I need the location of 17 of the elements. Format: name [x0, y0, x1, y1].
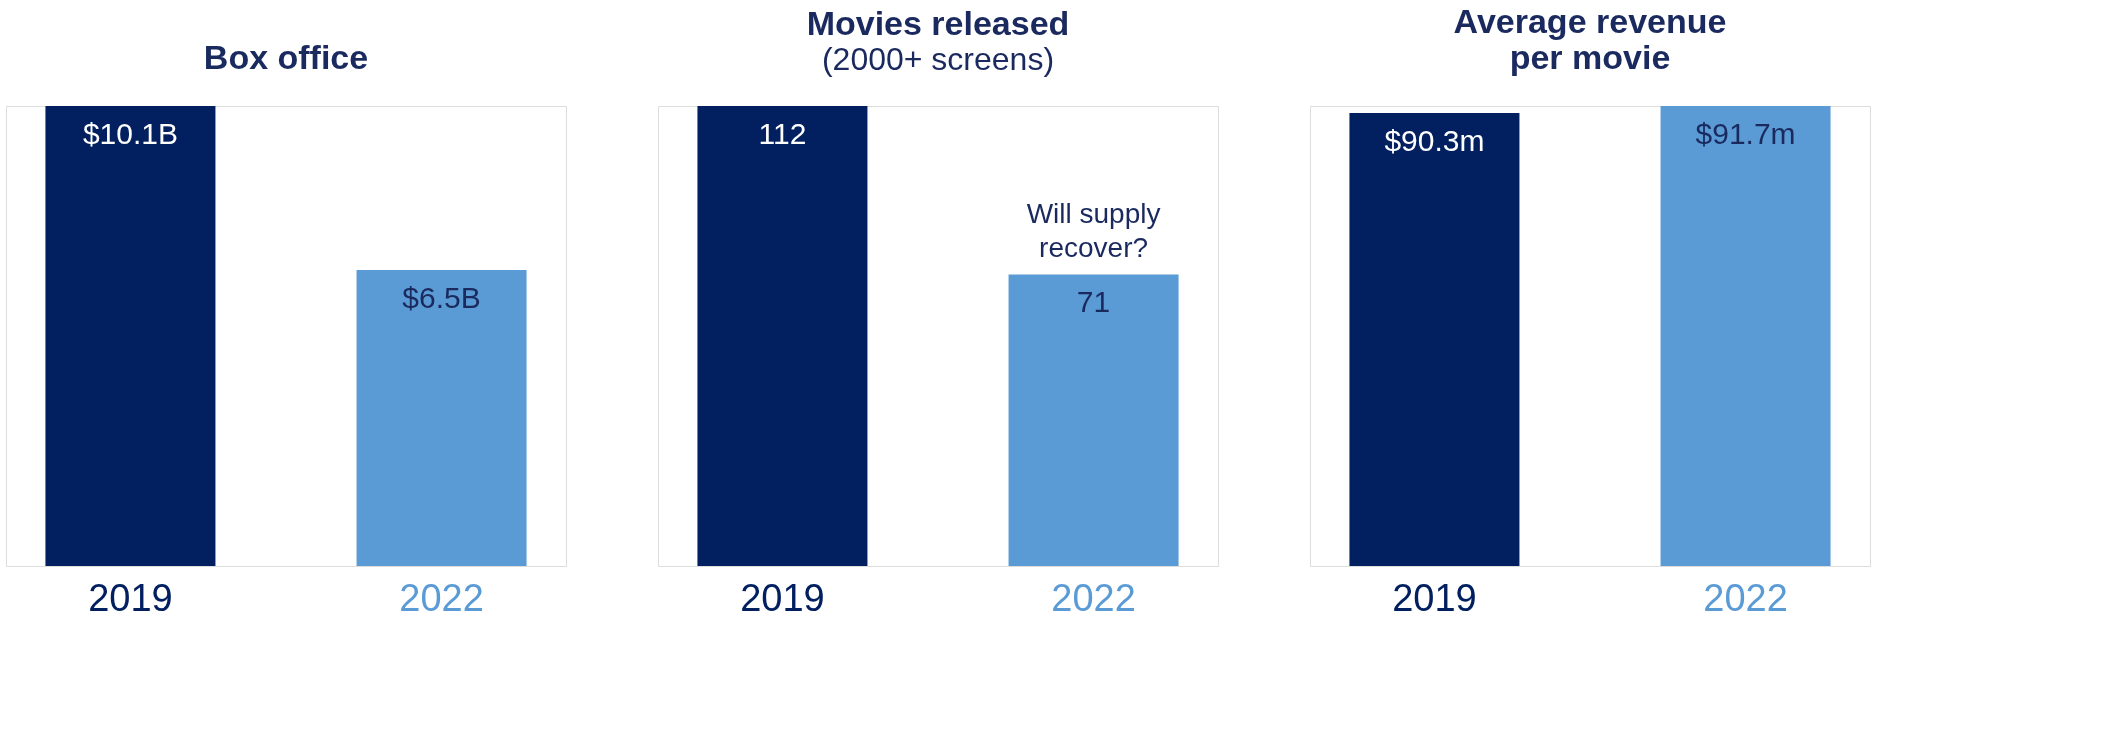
chart-title: Movies released: [806, 4, 1070, 42]
x-tick-label: 2022: [399, 576, 484, 619]
data-label: $90.3m: [1384, 124, 1485, 158]
chart-title: Box office: [203, 38, 369, 76]
x-tick-label: 2019: [1392, 576, 1477, 619]
data-label: 112: [758, 117, 807, 150]
x-tick-label: 2019: [88, 576, 173, 619]
data-label: $10.1B: [82, 117, 178, 150]
chart-subtitle: (2000+ screens): [821, 41, 1055, 77]
chart-title: Average revenue per movie: [1453, 2, 1727, 76]
annotation: Will supply recover?: [1026, 198, 1161, 264]
data-label: $91.7m: [1695, 117, 1796, 150]
x-tick-label: 2022: [1051, 576, 1136, 619]
data-label: 71: [1076, 285, 1111, 319]
x-tick-label: 2019: [740, 576, 825, 619]
data-label: $6.5B: [402, 280, 481, 314]
x-tick-label: 2022: [1703, 576, 1788, 619]
